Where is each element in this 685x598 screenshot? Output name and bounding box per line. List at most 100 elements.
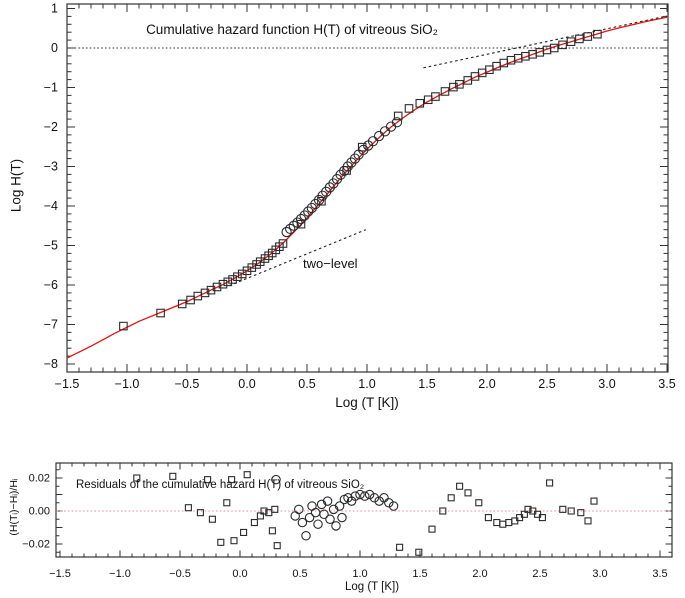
y-tick-label: −2 <box>44 120 58 134</box>
hazard-squares-point <box>431 92 440 101</box>
residual-circles-point <box>301 530 311 541</box>
residual-squares-point <box>260 507 268 515</box>
hazard-circles-point <box>281 226 292 238</box>
hazard-squares-point <box>558 40 567 50</box>
hazard-squares-point <box>583 32 593 41</box>
hazard-squares-point <box>218 279 228 289</box>
x-tick-label: 1.0 <box>352 568 367 580</box>
residual-squares-point <box>499 520 507 528</box>
x-tick-label: 2.5 <box>532 568 547 580</box>
residual-squares-point <box>538 514 546 522</box>
hazard-squares-point <box>415 99 425 108</box>
residual-squares-point <box>505 518 513 527</box>
hazard-circles-point <box>346 157 357 168</box>
residual-circles-point <box>369 493 380 503</box>
x-tick-label: 2.5 <box>538 377 555 391</box>
x-tick-label: −1.5 <box>55 377 80 391</box>
hazard-squares-point <box>255 257 265 266</box>
x-tick-label: −0.5 <box>169 568 191 580</box>
residual-squares-point <box>428 525 436 533</box>
fit-curve <box>66 16 668 359</box>
residual-squares-point <box>133 474 141 482</box>
residual-circles-point <box>334 501 345 511</box>
hazard-squares-point <box>206 285 216 295</box>
top-chart-title: Cumulative hazard function H(T) of vitre… <box>146 22 438 37</box>
x-tick-label: 0.0 <box>238 377 255 391</box>
hazard-squares-point <box>119 321 128 331</box>
hazard-circles-point <box>306 202 317 214</box>
residual-circles-point <box>313 519 323 529</box>
y-tick-label: −8 <box>44 357 58 371</box>
hazard-squares-point <box>278 239 288 248</box>
residual-squares-point <box>546 479 554 487</box>
residual-squares-point <box>250 518 258 527</box>
residual-circles-point <box>360 491 370 501</box>
residual-circles-point <box>271 474 281 485</box>
hazard-squares-point <box>449 82 458 92</box>
residual-circles-point <box>325 514 335 524</box>
residual-squares-point <box>169 472 177 480</box>
residual-circles-point <box>364 489 375 500</box>
hazard-squares-point <box>566 37 576 46</box>
hazard-squares-point <box>393 111 403 121</box>
hazard-squares-point <box>404 104 414 113</box>
hazard-squares-point <box>296 219 306 229</box>
hazard-squares-point <box>228 275 237 284</box>
x-tick-label: −1.5 <box>49 568 71 580</box>
hazard-circles-point <box>292 217 303 228</box>
residual-circles-point <box>384 497 394 508</box>
residuals-chart-title: Residuals of the cumulative hazard H(T) … <box>76 479 365 491</box>
x-tick-label: 0.5 <box>298 377 315 391</box>
residual-circles-point <box>388 501 399 511</box>
x-tick-label: 1.5 <box>412 568 427 580</box>
hazard-squares-point <box>233 272 242 282</box>
residual-squares-point <box>271 505 279 513</box>
x-tick-label: 3.5 <box>658 377 675 391</box>
hazard-squares-point <box>223 277 233 287</box>
hazard-circles-point <box>379 126 391 137</box>
two-level-annotation: two−level <box>303 256 358 271</box>
residual-circles-point <box>355 489 365 500</box>
residual-squares-point <box>217 538 225 546</box>
residual-squares-point <box>524 505 532 513</box>
residual-squares-point <box>456 482 464 490</box>
hazard-squares-point <box>200 288 210 298</box>
residual-squares-point <box>230 537 238 545</box>
hazard-circles-point <box>303 206 314 217</box>
hazard-squares-point <box>247 263 257 272</box>
top-chart-y-axis-label: Log H(T) <box>8 158 24 213</box>
x-tick-label: 1.5 <box>418 377 435 391</box>
hazard-squares-point <box>237 269 247 279</box>
residual-squares-point <box>184 504 192 512</box>
residual-circles-point <box>322 496 333 506</box>
axis-frame <box>55 462 673 558</box>
y-tick-label: −0.02 <box>22 538 50 550</box>
hazard-squares-point <box>177 299 187 309</box>
residual-circles-point <box>337 512 347 523</box>
hazard-squares-point <box>242 266 252 276</box>
hazard-squares-point <box>575 34 584 44</box>
residual-squares-point <box>268 527 276 535</box>
residual-circles-point <box>374 496 384 506</box>
residual-squares-point <box>584 517 592 525</box>
residual-squares-point <box>520 510 528 518</box>
hazard-squares-point <box>212 282 222 292</box>
y-tick-label: −3 <box>44 159 58 173</box>
residual-circles-point <box>304 512 315 523</box>
x-tick-label: −0.5 <box>175 377 200 391</box>
residual-circles-point <box>294 504 304 515</box>
y-tick-label: −4 <box>44 199 58 213</box>
residual-circles-point <box>297 517 308 528</box>
hazard-squares-point <box>549 43 559 53</box>
residual-squares-point <box>475 499 483 507</box>
hazard-circles-point <box>317 190 328 201</box>
hazard-squares-point <box>440 87 450 96</box>
hazard-circles-point <box>335 169 346 180</box>
residual-circles-point <box>346 496 357 506</box>
residual-squares-point <box>439 507 447 515</box>
hazard-circles-point <box>367 136 379 147</box>
hazard-circles-point <box>391 117 403 128</box>
y-tick-label: −6 <box>44 278 58 292</box>
residual-squares-point <box>243 471 251 479</box>
